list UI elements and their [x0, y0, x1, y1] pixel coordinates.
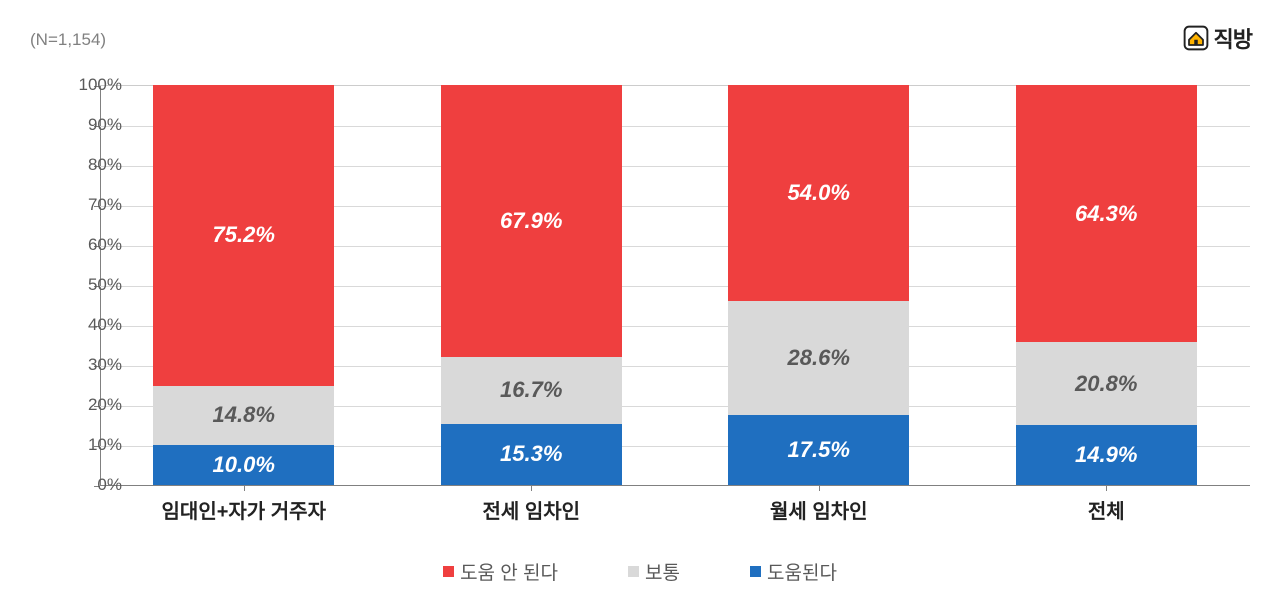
legend-label: 도움된다: [767, 558, 837, 585]
legend-item-neutral: 보통: [628, 558, 680, 585]
legend-swatch: [750, 566, 761, 577]
y-tick-label: 90%: [62, 115, 122, 135]
bar-segment-helpful: 14.9%: [1016, 425, 1197, 485]
sample-size-label: (N=1,154): [30, 30, 106, 50]
y-tick-label: 10%: [62, 435, 122, 455]
bar-segment-neutral: 28.6%: [728, 301, 909, 415]
bar-segment-neutral: 20.8%: [1016, 342, 1197, 425]
bar-value-label: 15.3%: [500, 441, 562, 467]
bar-value-label: 67.9%: [500, 208, 562, 234]
legend: 도움 안 된다 보통 도움된다: [0, 558, 1280, 585]
y-tick-label: 80%: [62, 155, 122, 175]
y-tick-label: 0%: [62, 475, 122, 495]
bar-value-label: 17.5%: [788, 437, 850, 463]
bar-segment-not_helpful: 64.3%: [1016, 85, 1197, 342]
x-category-label: 전체: [963, 495, 1251, 524]
y-tick-label: 20%: [62, 395, 122, 415]
legend-item-not_helpful: 도움 안 된다: [443, 558, 558, 585]
y-tick-label: 60%: [62, 235, 122, 255]
bar-segment-not_helpful: 54.0%: [728, 85, 909, 301]
x-tick-mark: [531, 485, 532, 491]
bar-value-label: 75.2%: [213, 222, 275, 248]
legend-label: 보통: [645, 558, 680, 585]
brand-logo: 직방: [1182, 22, 1252, 54]
bar-value-label: 16.7%: [500, 377, 562, 403]
legend-label: 도움 안 된다: [460, 558, 558, 585]
y-tick-label: 100%: [62, 75, 122, 95]
bar-segment-helpful: 17.5%: [728, 415, 909, 485]
x-category-label: 전세 임차인: [388, 495, 676, 524]
bar-group: 17.5% 28.6% 54.0%: [728, 85, 909, 485]
bar-value-label: 10.0%: [213, 452, 275, 478]
legend-swatch: [443, 566, 454, 577]
bar-segment-neutral: 14.8%: [153, 386, 334, 445]
x-axis-line: [100, 485, 1250, 486]
house-icon: [1182, 24, 1210, 52]
bar-value-label: 64.3%: [1075, 201, 1137, 227]
x-tick-mark: [1106, 485, 1107, 491]
bar-value-label: 14.8%: [213, 402, 275, 428]
chart-container: (N=1,154) 직방 10.0% 14.8% 75.2% 15.3% 16.7% 67…: [0, 0, 1280, 607]
bar-group: 14.9% 20.8% 64.3%: [1016, 85, 1197, 485]
bar-segment-neutral: 16.7%: [441, 357, 622, 424]
bar-segment-not_helpful: 67.9%: [441, 85, 622, 357]
bar-value-label: 20.8%: [1075, 371, 1137, 397]
x-tick-mark: [244, 485, 245, 491]
x-category-label: 월세 임차인: [675, 495, 963, 524]
bar-value-label: 28.6%: [788, 345, 850, 371]
y-tick-label: 50%: [62, 275, 122, 295]
bars-layer: 10.0% 14.8% 75.2% 15.3% 16.7% 67.9% 17.5% 28.6%…: [100, 85, 1250, 485]
x-tick-mark: [819, 485, 820, 491]
bar-segment-helpful: 10.0%: [153, 445, 334, 485]
y-tick-label: 40%: [62, 315, 122, 335]
bar-value-label: 54.0%: [788, 180, 850, 206]
bar-group: 10.0% 14.8% 75.2%: [153, 85, 334, 485]
y-tick-label: 70%: [62, 195, 122, 215]
y-tick-label: 30%: [62, 355, 122, 375]
x-category-label: 임대인+자가 거주자: [100, 495, 388, 524]
bar-segment-not_helpful: 75.2%: [153, 85, 334, 386]
legend-item-helpful: 도움된다: [750, 558, 837, 585]
bar-segment-helpful: 15.3%: [441, 424, 622, 485]
legend-swatch: [628, 566, 639, 577]
bar-group: 15.3% 16.7% 67.9%: [441, 85, 622, 485]
bar-value-label: 14.9%: [1075, 442, 1137, 468]
brand-logo-text: 직방: [1214, 22, 1252, 54]
